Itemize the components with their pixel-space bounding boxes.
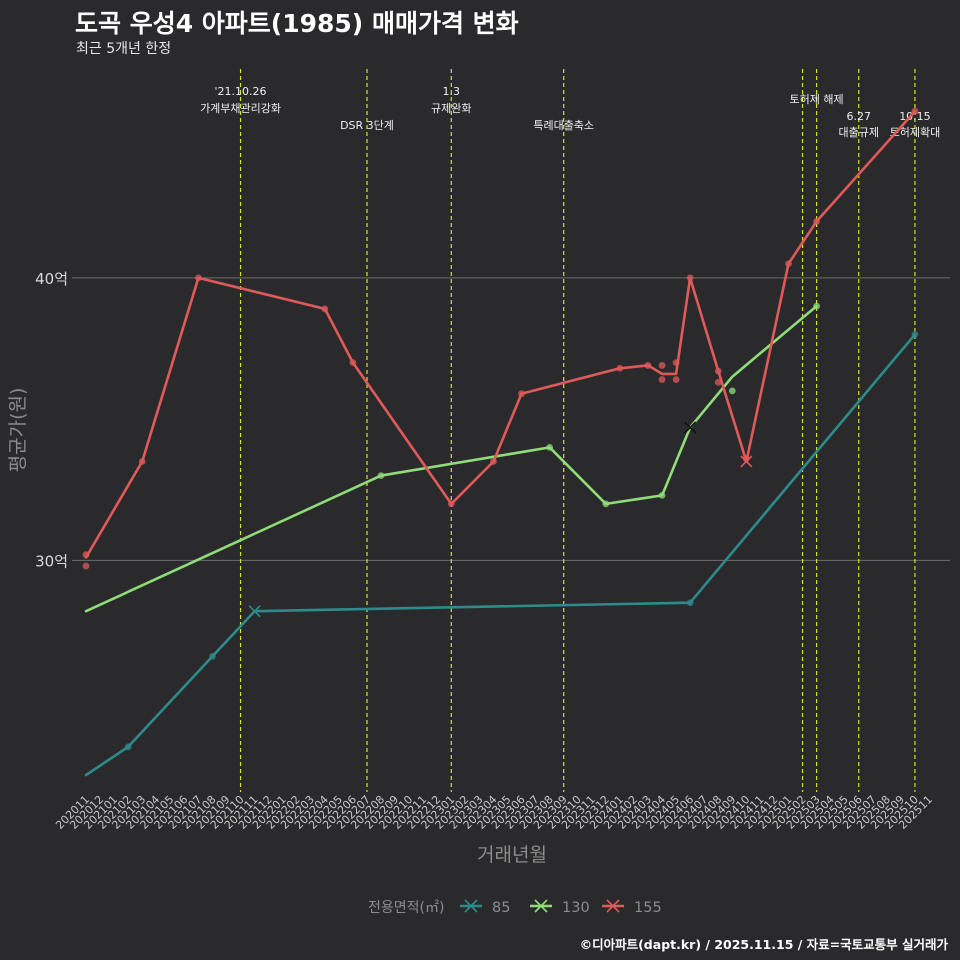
legend-label-155: 155 [634, 900, 662, 916]
data-point-130 [728, 387, 736, 395]
data-point-130 [658, 491, 666, 499]
chart-subtitle: 최근 5개년 한정 [76, 41, 172, 57]
data-point-155 [658, 362, 666, 369]
event-date-label: 1.3 [443, 85, 461, 98]
data-point-155 [714, 367, 722, 375]
data-point-155 [447, 500, 455, 508]
data-point-155 [195, 274, 202, 282]
data-point-155 [644, 362, 652, 369]
legend-title: 전용면적(㎡) [368, 900, 444, 916]
data-point-155 [616, 364, 624, 372]
data-point-155 [82, 551, 90, 559]
event-label: 특례대출축소 [533, 119, 594, 132]
data-point-155 [911, 107, 919, 115]
cross-marker-85 [248, 605, 261, 618]
data-point-155 [785, 260, 792, 268]
data-point-85 [124, 743, 132, 751]
data-point-155 [349, 359, 357, 367]
legend-label-85: 85 [492, 900, 510, 916]
event-label: 가계부채관리강화 [200, 102, 281, 115]
data-point-155 [138, 458, 146, 465]
data-point-155 [658, 376, 666, 383]
legend-cross-85 [464, 899, 478, 913]
data-point-155 [490, 458, 497, 465]
data-point-85 [209, 653, 216, 660]
data-point-130 [602, 500, 610, 508]
data-point-155 [321, 305, 329, 313]
event-date-label: 6.27 [847, 110, 872, 123]
data-point-130 [813, 302, 820, 310]
y-tick-label: 40억 [35, 270, 68, 288]
event-label: 토허제 해제 [790, 92, 844, 106]
cross-marker-155 [740, 455, 753, 468]
event-label: 토허제확대 [890, 126, 941, 139]
series-line-130 [84, 304, 818, 613]
chart-title: 도곡 우성4 아파트(1985) 매매가격 변화 [75, 9, 519, 38]
series-line-155 [84, 109, 917, 559]
y-axis-title: 평균가(원) [7, 388, 29, 473]
data-point-130 [377, 472, 385, 480]
data-point-85 [686, 599, 694, 607]
axis-layer: 30억40억2020112020122021012021022021032021… [35, 270, 935, 832]
data-point-155 [714, 378, 722, 386]
data-point-155 [686, 274, 694, 282]
legend-cross-155 [606, 899, 620, 913]
data-point-155 [813, 217, 820, 225]
grid-layer [72, 277, 950, 561]
data-point-155 [518, 390, 525, 398]
event-date-label: '21.10.26 [215, 85, 267, 98]
data-point-155 [672, 376, 680, 383]
series-line-85 [84, 333, 917, 777]
series-layer [82, 107, 919, 777]
cross-marker-130 [684, 421, 697, 434]
event-label: DSR 3단계 [340, 119, 394, 132]
event-label: 대출규제 [839, 126, 879, 139]
data-point-155 [672, 359, 680, 367]
data-point-130 [546, 443, 554, 451]
data-point-155 [82, 562, 90, 570]
caption: ©디아파트(dapt.kr) / 2025.11.15 / 자료=국토교통부 실… [579, 937, 948, 952]
event-label: 규제완화 [431, 102, 471, 115]
x-axis-title: 거래년월 [477, 844, 547, 866]
legend-items: 85 130 155 [460, 899, 662, 916]
data-point-85 [911, 330, 919, 338]
legend-cross-130 [534, 899, 548, 913]
y-tick-label: 30억 [35, 552, 68, 570]
legend-label-130: 130 [562, 900, 590, 916]
legend: 전용면적(㎡) 85 130 155 [368, 899, 662, 916]
